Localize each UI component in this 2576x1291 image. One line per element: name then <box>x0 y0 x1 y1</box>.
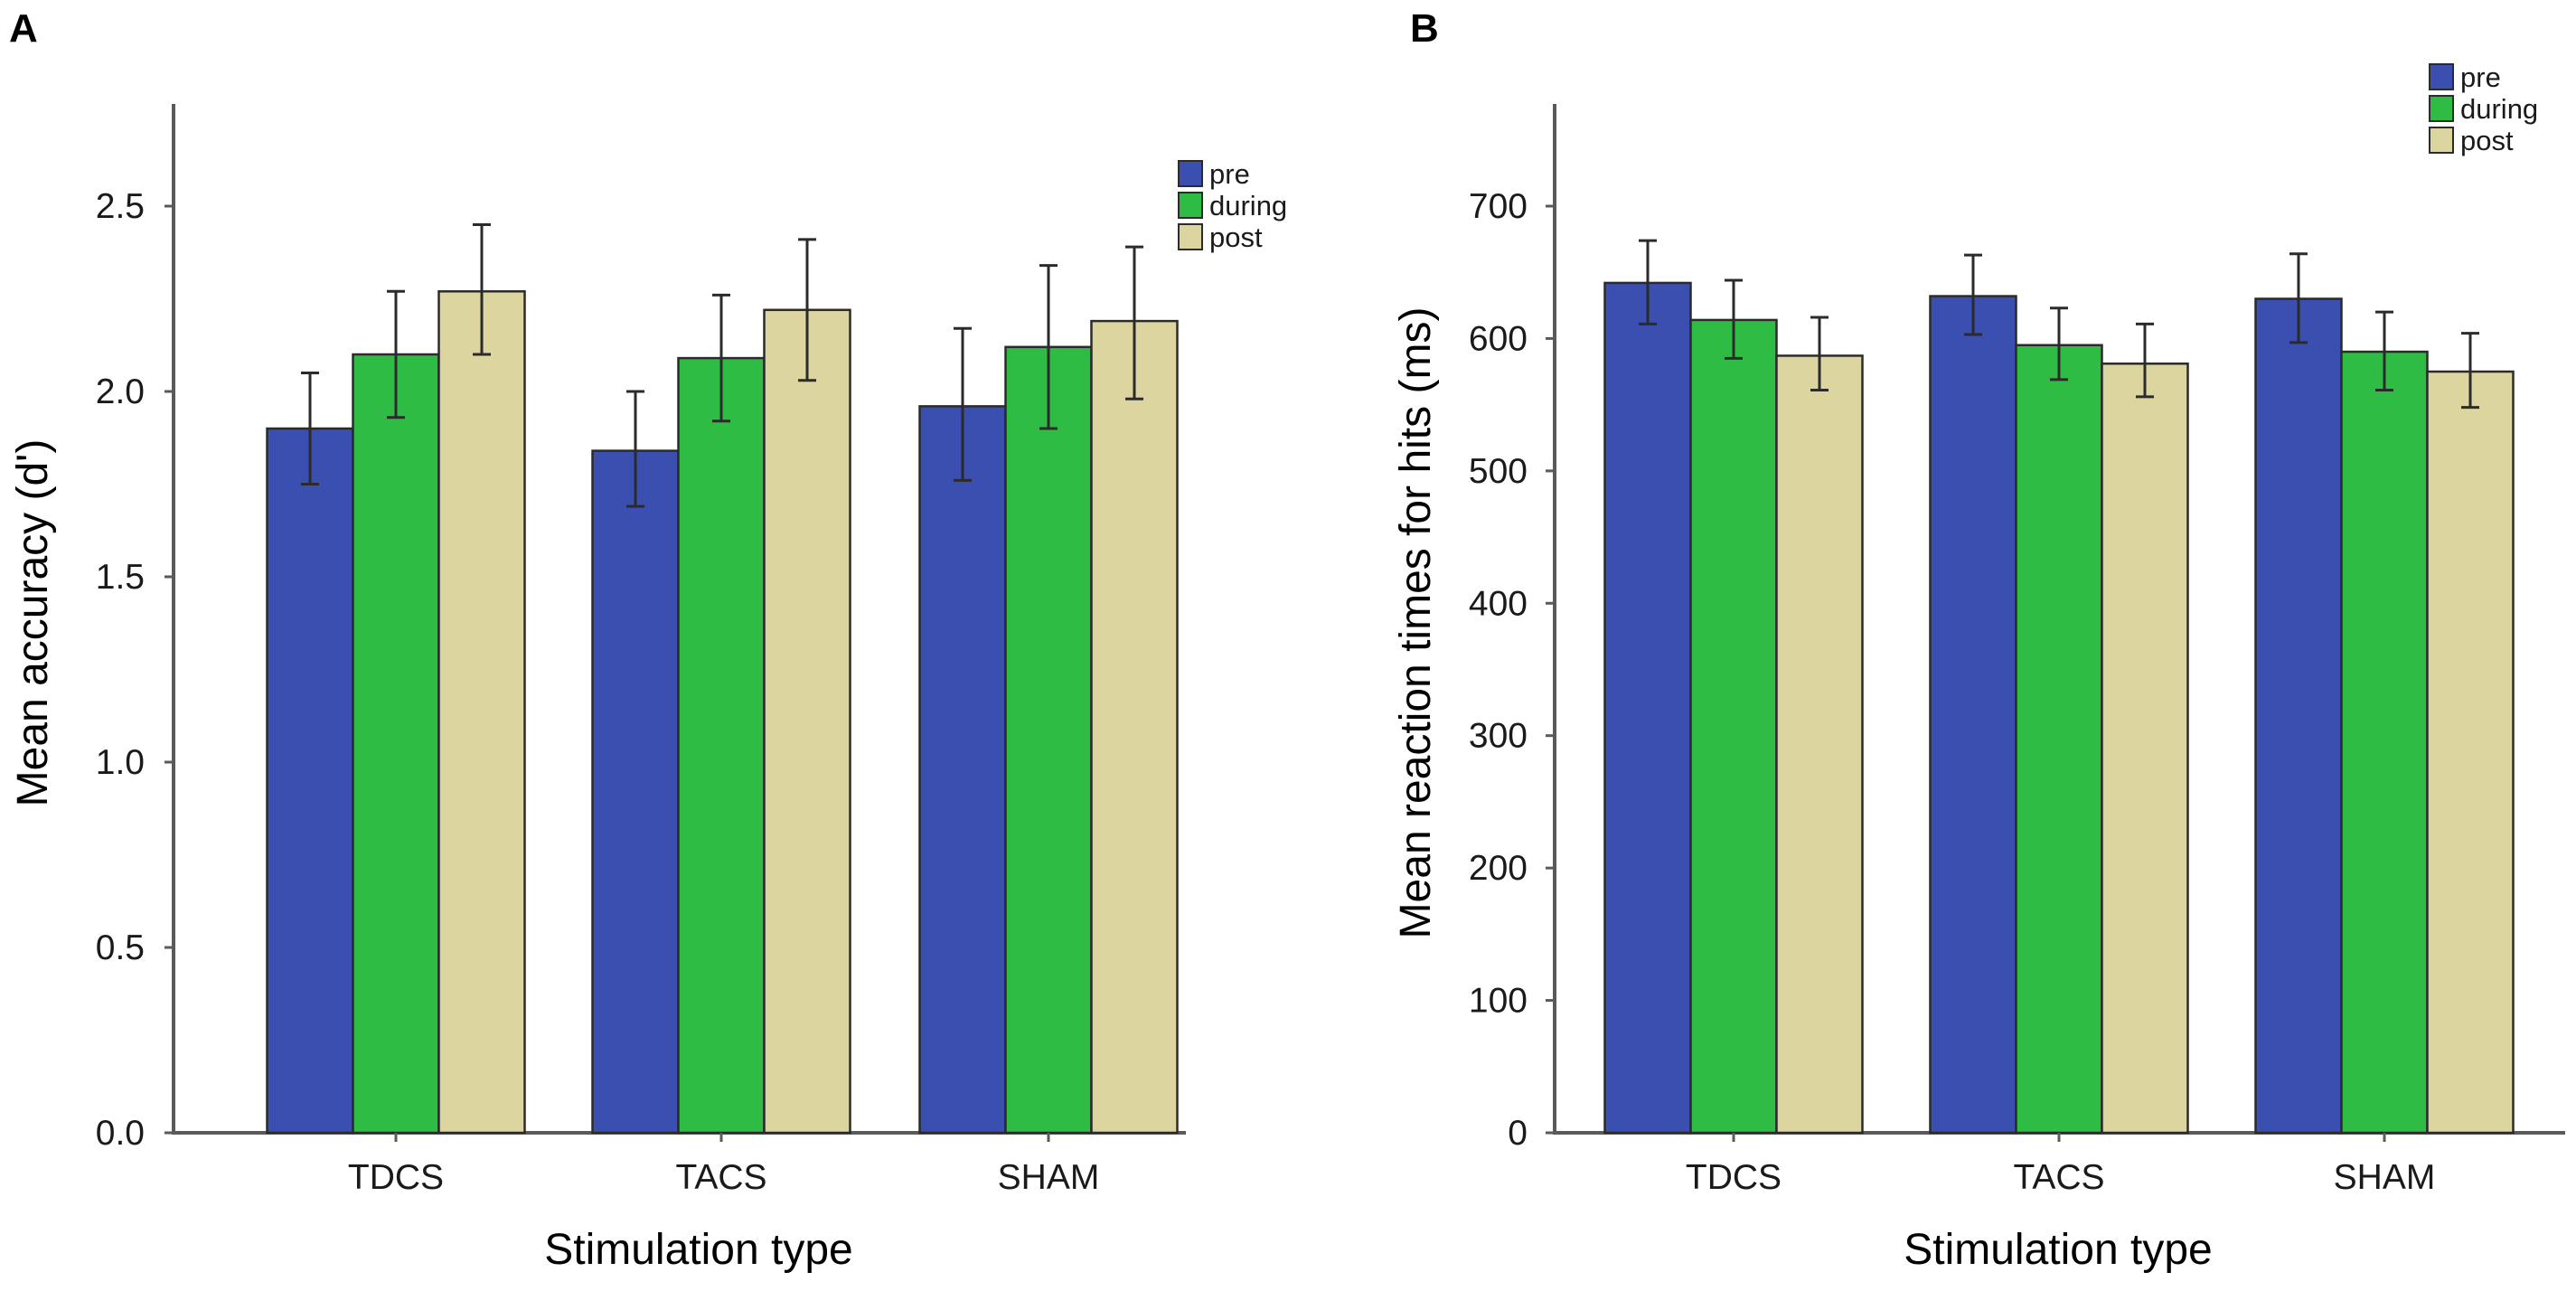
bar-tacs-pre <box>1929 295 2017 1135</box>
panel-a-bars <box>266 290 1179 1135</box>
legend-label-post: post <box>1209 221 1263 253</box>
legend-label-post: post <box>2460 125 2514 156</box>
bar-tacs-during <box>2015 344 2103 1135</box>
error-bar-tdcs-during <box>1725 278 1743 360</box>
x-tick-label: TACS <box>675 1158 766 1197</box>
panel-b-error-bars <box>1639 239 2479 410</box>
panel-a-letter: A <box>9 6 38 51</box>
panel-a-x-title: Stimulation type <box>544 1226 853 1274</box>
legend-swatch-post <box>2429 127 2454 154</box>
y-tick-label: 2.5 <box>96 187 145 226</box>
y-tick-label: 300 <box>1469 717 1528 756</box>
panel-a-error-bars <box>301 223 1143 508</box>
bar-tdcs-post <box>1775 354 1864 1135</box>
bar-sham-during <box>1004 345 1093 1135</box>
panel-a-y-ticks: 0.0 0.5 1.0 1.5 2.0 2.5 <box>96 187 174 1153</box>
error-bar-tacs-during <box>712 293 730 423</box>
error-bar-tacs-post <box>2136 322 2154 399</box>
bar-tacs-pre <box>591 449 680 1135</box>
y-tick-label: 2.0 <box>96 372 145 411</box>
panel-b-y-ticks: 0 100 200 300 400 500 600 700 <box>1469 187 1555 1153</box>
panel-b-x-title: Stimulation type <box>1904 1226 2213 1274</box>
legend-label-pre: pre <box>2460 61 2501 93</box>
bar-sham-post <box>1090 319 1179 1135</box>
y-tick-label: 200 <box>1469 849 1528 888</box>
y-tick-label: 700 <box>1469 187 1528 226</box>
error-bar-sham-during <box>2375 310 2393 392</box>
error-bar-sham-post <box>1125 245 1143 400</box>
error-bar-sham-pre <box>2289 252 2308 344</box>
panel-b: B 0 100 200 300 400 500 600 700 TDCS TACS SHAM St… <box>1392 6 2565 1274</box>
bar-tacs-during <box>677 356 766 1135</box>
legend-label-during: during <box>2460 93 2538 125</box>
error-bar-tdcs-pre <box>301 372 319 485</box>
error-bar-sham-pre <box>954 326 972 482</box>
y-tick-label: 600 <box>1469 319 1528 358</box>
x-tick-label: SHAM <box>2334 1158 2436 1197</box>
x-tick-label: TDCS <box>1686 1158 1782 1197</box>
error-bar-tacs-pre <box>1964 253 1982 336</box>
panel-a: A 0.0 0.5 1.0 1.5 2.0 2.5 TDCS TACS SHAM Stimul… <box>9 6 1287 1274</box>
x-tick-label: SHAM <box>998 1158 1100 1197</box>
error-bar-tdcs-post <box>473 223 491 356</box>
y-tick-label: 500 <box>1469 452 1528 491</box>
bar-tdcs-pre <box>1603 281 1692 1135</box>
y-tick-label: 100 <box>1469 982 1528 1021</box>
x-tick-label: TACS <box>2013 1158 2104 1197</box>
legend-swatch-during <box>2429 95 2454 122</box>
panel-b-x-ticks: TDCS TACS SHAM <box>1686 1133 2435 1197</box>
bar-tdcs-pre <box>266 427 354 1135</box>
panel-b-letter: B <box>1410 6 1439 51</box>
error-bar-sham-post <box>2461 332 2479 410</box>
bar-tdcs-post <box>437 290 526 1135</box>
y-tick-label: 1.0 <box>96 743 145 782</box>
panel-b-bars <box>1603 281 2515 1135</box>
bar-tacs-post <box>763 308 851 1135</box>
bar-tdcs-during <box>1689 318 1778 1135</box>
y-tick-label: 0 <box>1508 1114 1528 1153</box>
legend-swatch-pre <box>1178 160 1203 187</box>
error-bar-tdcs-during <box>387 289 405 419</box>
error-bar-tacs-post <box>798 238 816 382</box>
bar-sham-pre <box>2254 297 2343 1135</box>
bar-tacs-post <box>2101 363 2189 1135</box>
legend-swatch-pre <box>2429 63 2454 90</box>
error-bar-tdcs-pre <box>1639 239 1657 325</box>
panel-b-y-title: Mean reaction times for hits (ms) <box>1392 307 1440 939</box>
error-bar-tacs-during <box>2050 306 2068 382</box>
panel-a-y-title: Mean accuracy (d') <box>9 439 57 807</box>
y-tick-label: 1.5 <box>96 558 145 597</box>
legend-swatch-during <box>1178 192 1203 219</box>
y-tick-label: 0.0 <box>96 1114 145 1153</box>
panel-a-x-ticks: TDCS TACS SHAM <box>348 1133 1099 1197</box>
x-tick-label: TDCS <box>348 1158 444 1197</box>
error-bar-sham-during <box>1039 264 1058 430</box>
bar-tdcs-during <box>352 353 440 1135</box>
error-bar-tacs-pre <box>626 390 644 508</box>
bar-sham-pre <box>918 405 1007 1135</box>
legend-label-pre: pre <box>1209 158 1250 190</box>
error-bar-tdcs-post <box>1810 316 1829 392</box>
y-tick-label: 400 <box>1469 584 1528 623</box>
legend-swatch-post <box>1178 223 1203 250</box>
legend-label-during: during <box>1209 190 1287 221</box>
bar-sham-during <box>2340 350 2429 1135</box>
bar-sham-post <box>2426 370 2515 1135</box>
y-tick-label: 0.5 <box>96 928 145 967</box>
